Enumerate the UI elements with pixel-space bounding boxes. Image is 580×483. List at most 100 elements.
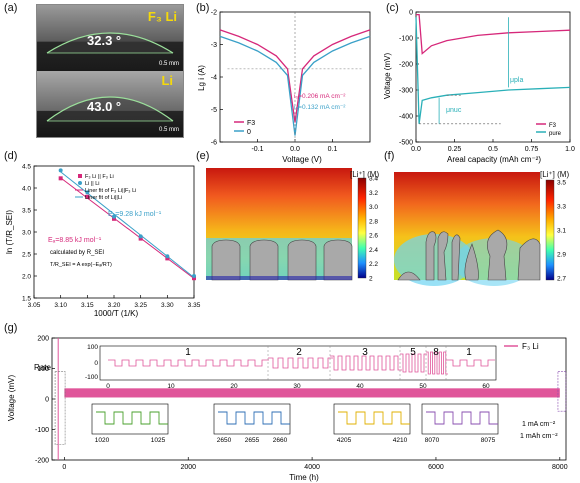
zoom-inset-frame: [421, 403, 499, 435]
rate-zoom-box: [54, 371, 66, 446]
scale-bar-top: 0.5 mm: [158, 61, 179, 67]
cycling-band: [64, 388, 560, 398]
scale-bar-bottom: 0.5 mm: [158, 127, 179, 133]
y-tick-label: -400: [399, 114, 413, 121]
c-legend-f3: F3: [549, 123, 557, 129]
zoom-inset-xtick: 2660: [273, 437, 288, 444]
zoom-inset-xtick: 2650: [217, 437, 232, 444]
rate-inset-xtick: 40: [356, 383, 364, 390]
plot-frame: [33, 165, 195, 299]
x-tick-label: 4000: [304, 464, 320, 471]
rate-inset-step: 2: [296, 347, 302, 358]
contact-angle-photos: F₃ Li 32.3 ° 0.5 mm Li 43.0 ° 0.5 mm: [36, 4, 184, 138]
rate-inset-segment: [108, 359, 269, 367]
rate-inset-xtick: 20: [230, 383, 238, 390]
x-tick-label: 3.10: [54, 302, 67, 309]
panel-a-label: (a): [4, 2, 18, 14]
zoom-inset-xtick: 4210: [393, 437, 408, 444]
rate-inset-step: 1: [466, 347, 472, 358]
y-tick-label: 2.5: [22, 252, 31, 259]
c-xlabel: Areal capacity (mAh cm⁻²): [447, 155, 541, 164]
arrhenius-point-f3: [165, 256, 170, 261]
x-tick-label: 6000: [428, 464, 444, 471]
f-cbar-title: [Li⁺] (M): [540, 170, 570, 179]
li-concentration-map-e: 3.4 3.2 3.0 2.8 2.6 2.4 2.2 2: [206, 168, 378, 283]
y-tick-label: 0: [45, 397, 49, 404]
d-xlabel: 1000/T (1/K): [94, 309, 139, 318]
b-annot-f3: i₀=0.206 mA cm⁻²: [294, 93, 346, 100]
c-legend-pure: pure: [549, 131, 562, 137]
x-tick-label: -0.1: [251, 146, 263, 153]
x-tick-label: 3.35: [188, 302, 201, 309]
rate-inset-step: 1: [185, 347, 191, 358]
e-cbar-tick: 2.4: [369, 247, 378, 254]
arrhenius-point-li: [138, 234, 143, 239]
e-cbar-title: [Li⁺] (M): [350, 170, 380, 179]
end-zoom-box: [557, 371, 567, 412]
d-legend-fit-f3: Liner fit of F₃ Li||F₃ Li: [85, 188, 136, 194]
y-tick-label: -300: [399, 88, 413, 95]
rate-inset-segment: [400, 353, 427, 373]
fit-line-f3: [60, 177, 195, 279]
rate-inset-xtick: 30: [293, 383, 301, 390]
f-cbar-tick: 3.5: [557, 180, 566, 187]
d-ylabel: ln (T/R_SEI): [5, 210, 14, 254]
y-tick-label: -100: [35, 427, 49, 434]
b-xlabel: Voltage (V): [282, 155, 322, 164]
f-cbar-tick: 2.7: [557, 276, 566, 283]
g-cond-current: 1 mA cm⁻²: [522, 421, 556, 428]
contact-angle-value-li: 43.0 °: [87, 99, 122, 114]
zoom-inset-xtick: 8075: [481, 437, 496, 444]
f-cbar-tick: 2.9: [557, 252, 566, 259]
f-cbar-tick: 3.1: [557, 228, 566, 235]
d-ea-f3: Eₐ=8.85 kJ mol⁻¹: [48, 237, 102, 244]
rate-inset-ytick: 0: [94, 360, 98, 367]
y-tick-label: -500: [399, 140, 413, 147]
arrhenius-point-li: [58, 168, 63, 173]
contact-angle-top: F₃ Li 32.3 ° 0.5 mm: [37, 5, 183, 71]
y-tick-label: -3: [211, 42, 217, 49]
zoom-inset-trace: [426, 411, 498, 425]
rate-inset-xtick: 0: [106, 383, 110, 390]
arrhenius-point-f3: [58, 176, 63, 181]
e-cbar-tick: 3.2: [369, 190, 378, 197]
e-cbar-tick: 2.6: [369, 233, 378, 240]
y-tick-label: 3.5: [22, 208, 31, 215]
rate-inset-step: 5: [410, 347, 416, 358]
b-annot-0: i₀=0.132 mA cm⁻²: [294, 104, 346, 111]
g-legend: F₃ Li: [522, 342, 539, 351]
d-formula: T/R_SEI = A exp(−Eₐ/RT): [50, 262, 112, 268]
contact-angle-value-f3li: 32.3 °: [87, 33, 122, 48]
x-tick-label: 3.20: [108, 302, 121, 309]
c-annot-nuc: μnuc: [446, 107, 462, 114]
arrhenius-point-f3: [85, 194, 90, 199]
zoom-inset-xtick: 4205: [337, 437, 352, 444]
tafel-series-0: [219, 35, 371, 136]
g-cond-capacity: 1 mAh cm⁻²: [520, 433, 558, 440]
d-calc-note: calculated by R_SEI: [50, 250, 104, 256]
rate-inset-xtick: 60: [482, 383, 490, 390]
arrhenius-point-li: [165, 254, 170, 259]
tafel-series-F3: [219, 29, 371, 123]
y-tick-label: -2: [211, 10, 217, 17]
rate-inset-xtick: 10: [167, 383, 175, 390]
g-ylabel: Voltage (mV): [7, 375, 16, 422]
d-ea-li: Eₐ=9.28 kJ mol⁻¹: [108, 211, 162, 218]
fit-line-li: [60, 171, 195, 278]
y-tick-label: 2.0: [22, 274, 31, 281]
y-tick-label: -5: [211, 107, 217, 114]
y-tick-label: 0: [409, 10, 413, 17]
f-cbar-tick: 3.3: [557, 204, 566, 211]
arrhenius-point-f3: [112, 216, 116, 221]
arrhenius-point-f3: [192, 276, 196, 281]
g-rate-label: Rate: [34, 363, 51, 372]
x-tick-label: 0.5: [488, 146, 498, 153]
zoom-inset-trace: [96, 411, 168, 425]
panel-c-label: (c): [386, 2, 399, 14]
d-legend-f3: F₃ Li || F₃ Li: [85, 174, 114, 180]
e-cbar-tick: 3.4: [369, 176, 378, 183]
arrhenius-point-li: [112, 214, 116, 219]
zoom-inset-frame: [333, 403, 411, 435]
li-concentration-map-f: 3.5 3.3 3.1 2.9 2.7: [394, 172, 566, 286]
